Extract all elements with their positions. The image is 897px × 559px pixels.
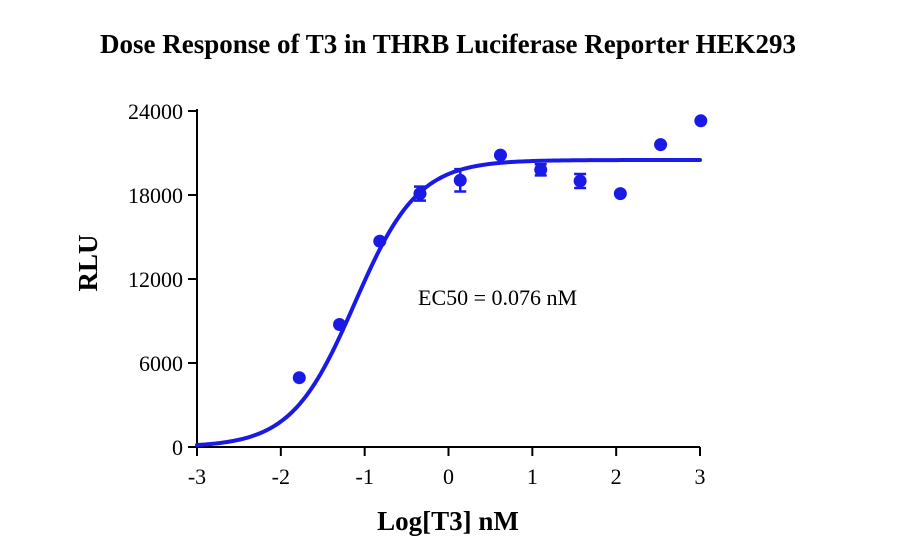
data-point <box>694 114 708 128</box>
fit-curve <box>195 158 702 448</box>
chart-title: Dose Response of T3 in THRB Luciferase R… <box>100 29 796 59</box>
data-marker <box>333 318 347 331</box>
data-marker <box>373 234 387 248</box>
data-point <box>373 234 387 248</box>
data-marker <box>453 173 467 187</box>
x-tick-label: 2 <box>611 464 622 489</box>
y-tick-label: 24000 <box>128 99 183 124</box>
data-point <box>534 162 548 177</box>
data-marker <box>573 174 587 188</box>
y-axis-label: RLU <box>73 234 103 291</box>
y-tick-label: 18000 <box>128 183 183 208</box>
data-marker <box>413 187 427 201</box>
x-axis-label: Log[T3] nM <box>377 506 519 536</box>
x-tick-label: 1 <box>527 464 538 489</box>
x-tick-label: -2 <box>272 464 290 489</box>
data-marker <box>493 148 507 162</box>
data-point <box>613 187 627 201</box>
x-ticks: -3 -2 -1 0 1 2 3 <box>188 447 706 489</box>
data-point <box>292 371 306 385</box>
data-marker <box>654 138 668 152</box>
data-point <box>333 318 347 331</box>
y-ticks: 0 6000 12000 18000 24000 <box>128 99 197 460</box>
y-tick-label: 6000 <box>139 351 183 376</box>
x-tick-label: -3 <box>188 464 206 489</box>
data-marker <box>694 114 708 128</box>
y-tick-label: 12000 <box>128 267 183 292</box>
ec50-annotation: EC50 = 0.076 nM <box>418 285 577 310</box>
data-point <box>573 172 587 190</box>
x-tick-label: -1 <box>356 464 374 489</box>
data-point <box>654 138 668 152</box>
data-point <box>413 185 427 202</box>
x-tick-label: 3 <box>695 464 706 489</box>
data-marker <box>534 163 548 177</box>
data-marker <box>613 187 627 201</box>
data-point <box>493 148 507 162</box>
data-point <box>453 167 467 193</box>
data-marker <box>292 371 306 385</box>
data-points <box>292 114 708 385</box>
x-tick-label: 0 <box>443 464 454 489</box>
y-tick-label: 0 <box>172 435 183 460</box>
